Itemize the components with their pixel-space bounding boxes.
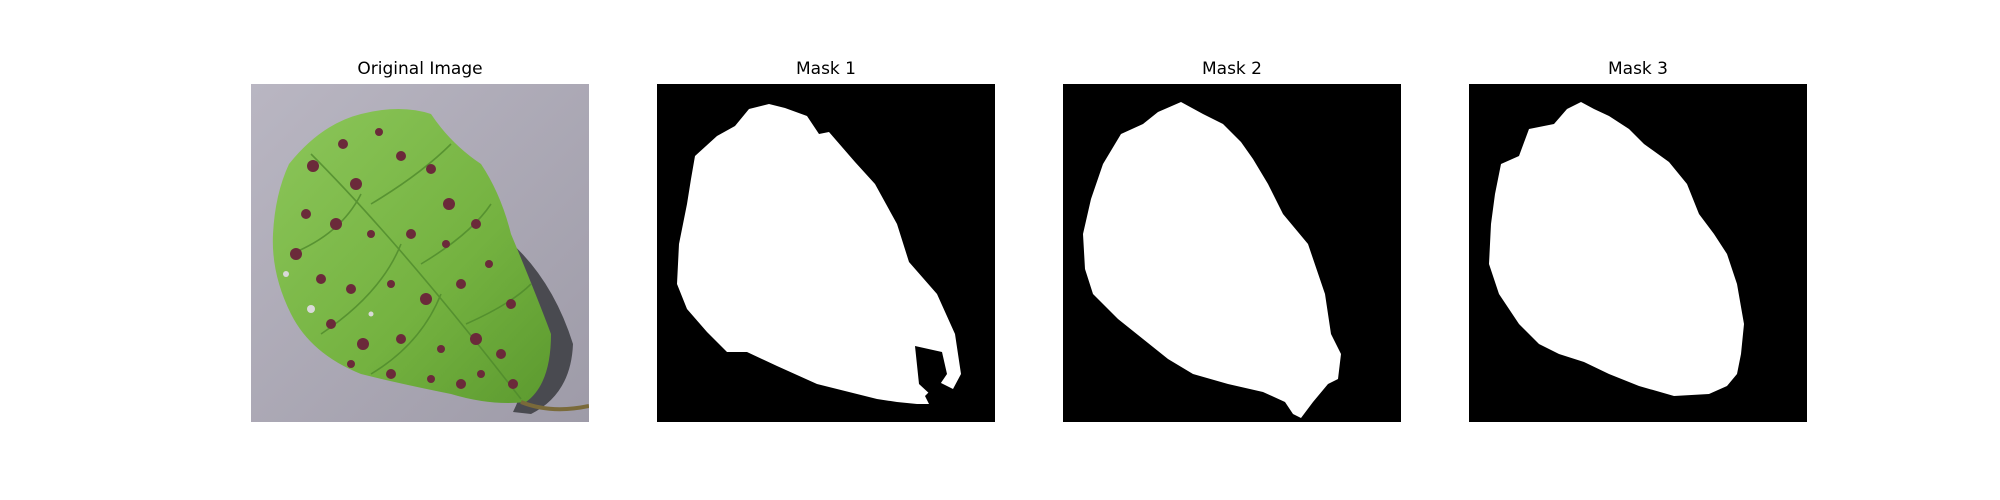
leaf-holes	[283, 271, 374, 317]
leaf-photo	[251, 84, 589, 422]
mask-3-region	[1489, 102, 1744, 396]
mask-2-region	[1083, 102, 1341, 418]
panel-title-original-image: Original Image	[357, 59, 483, 79]
mask-3-image	[1469, 84, 1807, 422]
original-image-panel	[251, 84, 589, 422]
panel-title-mask-2: Mask 2	[1201, 59, 1262, 79]
mask-1-region	[677, 104, 961, 404]
mask-1-panel	[657, 84, 995, 422]
leaf-spots	[290, 128, 518, 389]
leaf	[272, 109, 551, 403]
mask-1-image	[657, 84, 995, 422]
mask-2-image	[1063, 84, 1401, 422]
panel-title-mask-1: Mask 1	[795, 59, 856, 79]
leaf-stem	[520, 400, 589, 412]
mask-2-panel	[1063, 84, 1401, 422]
leaf-veins	[290, 143, 532, 400]
mask-3-panel	[1469, 84, 1807, 422]
panel-title-mask-3: Mask 3	[1607, 59, 1668, 79]
mask-1-notch	[915, 346, 947, 396]
